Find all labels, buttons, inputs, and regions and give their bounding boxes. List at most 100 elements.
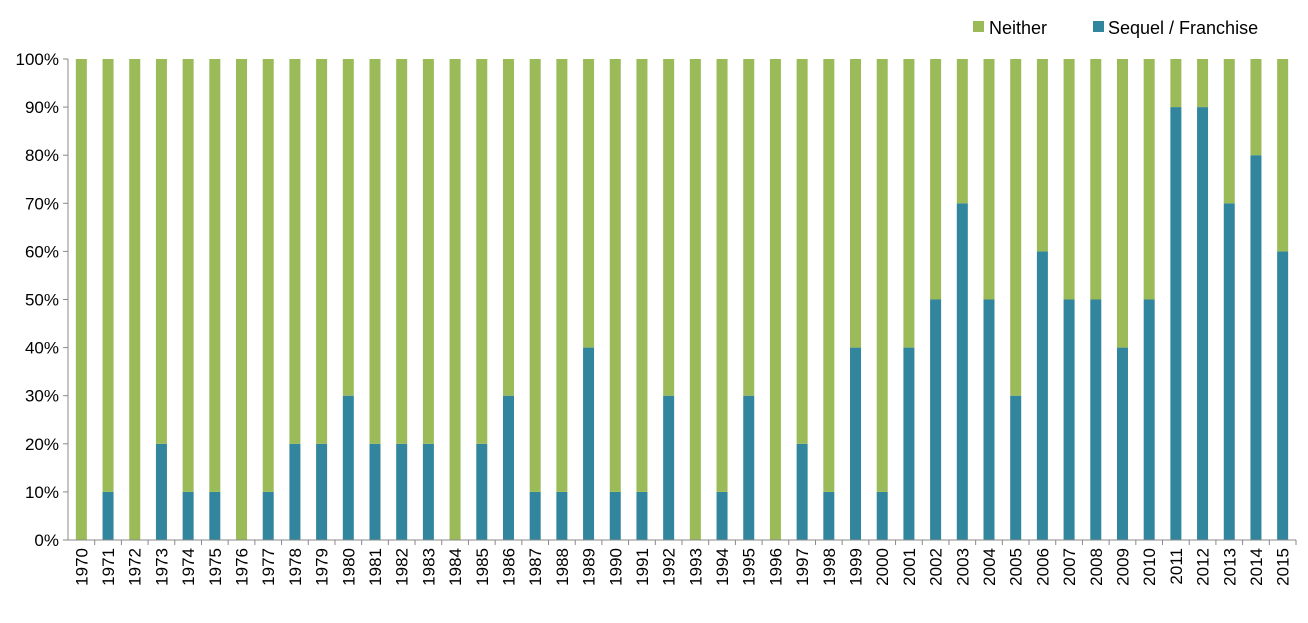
bar-neither-2009 [1116,59,1128,348]
x-tick-label: 1977 [259,548,278,586]
bar-neither-2007 [1063,59,1075,300]
x-tick-label: 1972 [126,548,145,586]
x-tick-label: 2008 [1087,548,1106,586]
bar-sequel-franchise-2013 [1223,203,1235,541]
bar-neither-2008 [1090,59,1102,300]
x-tick-label: 2015 [1274,548,1293,586]
bar-neither-2010 [1143,59,1155,300]
bar-sequel-franchise-1989 [583,347,595,540]
bar-sequel-franchise-1987 [529,491,541,540]
x-tick-label: 1970 [72,548,91,586]
y-tick-label: 10% [25,483,59,502]
x-tick-label: 2014 [1247,548,1266,586]
bar-sequel-franchise-1997 [796,443,808,540]
bar-neither-2004 [983,59,995,300]
bar-sequel-franchise-2014 [1250,155,1262,540]
bar-sequel-franchise-2004 [983,299,995,540]
bar-neither-2003 [956,59,968,204]
x-tick-label: 2005 [1007,548,1026,586]
bar-neither-1975 [209,59,221,492]
x-tick-label: 1997 [793,548,812,586]
y-tick-label: 40% [25,339,59,358]
bar-sequel-franchise-2010 [1143,299,1155,540]
bar-neither-1981 [369,59,381,444]
x-tick-label: 1988 [553,548,572,586]
bar-sequel-franchise-1980 [342,395,354,540]
bar-sequel-franchise-2002 [930,299,942,540]
bar-neither-1986 [502,59,514,396]
y-tick-label: 0% [34,531,59,550]
x-tick-label: 1995 [740,548,759,586]
bar-neither-2000 [876,59,888,492]
y-tick-label: 80% [25,146,59,165]
x-tick-label: 1985 [473,548,492,586]
bar-neither-1984 [449,59,461,540]
bar-sequel-franchise-1977 [262,491,274,540]
bar-sequel-franchise-1992 [663,395,675,540]
bar-sequel-franchise-2015 [1277,251,1289,540]
bar-sequel-franchise-2008 [1090,299,1102,540]
bar-neither-2015 [1277,59,1289,252]
bar-sequel-franchise-1978 [289,443,301,540]
bar-sequel-franchise-1975 [209,491,221,540]
legend-swatch-neither [973,21,984,32]
x-tick-label: 1980 [339,548,358,586]
bar-neither-1985 [476,59,488,444]
bar-neither-1971 [102,59,114,492]
bar-neither-1993 [689,59,701,540]
legend-label-neither: Neither [989,18,1047,38]
x-tick-label: 2002 [927,548,946,586]
bar-neither-1972 [129,59,141,540]
bar-neither-1987 [529,59,541,492]
bar-neither-1998 [823,59,835,492]
bar-sequel-franchise-1995 [743,395,755,540]
x-tick-label: 1999 [847,548,866,586]
bar-sequel-franchise-2000 [876,491,888,540]
bar-sequel-franchise-1982 [396,443,408,540]
bar-sequel-franchise-1971 [102,491,114,540]
x-tick-label: 2000 [873,548,892,586]
bar-neither-1978 [289,59,301,444]
bar-neither-2005 [1010,59,1022,396]
x-tick-label: 1983 [419,548,438,586]
bars [75,59,1289,541]
bar-neither-2002 [930,59,942,300]
bar-neither-1999 [850,59,862,348]
x-tick-label: 2012 [1194,548,1213,586]
bar-sequel-franchise-1979 [316,443,328,540]
bar-sequel-franchise-1983 [422,443,434,540]
bar-neither-2011 [1170,59,1182,108]
bar-neither-1991 [636,59,648,492]
bar-neither-1970 [75,59,87,540]
x-tick-label: 1996 [766,548,785,586]
bar-sequel-franchise-1988 [556,491,568,540]
legend: Neither Sequel / Franchise [973,18,1258,38]
x-tick-label: 2009 [1113,548,1132,586]
y-tick-label: 90% [25,98,59,117]
y-tick-label: 60% [25,242,59,261]
y-tick-label: 20% [25,435,59,454]
bar-neither-2006 [1036,59,1048,252]
x-axis: 1970 1971 1972 1973 1974 1975 1976 1977 1978 1979… [68,539,1297,586]
bar-neither-1977 [262,59,274,492]
bar-sequel-franchise-1981 [369,443,381,540]
x-tick-label: 1987 [526,548,545,586]
bar-sequel-franchise-1974 [182,491,194,540]
bar-neither-1988 [556,59,568,492]
bar-neither-1996 [769,59,781,540]
bar-sequel-franchise-2007 [1063,299,1075,540]
x-tick-label: 2003 [953,548,972,586]
bar-neither-1982 [396,59,408,444]
x-tick-label: 1982 [393,548,412,586]
x-tick-label: 1990 [606,548,625,586]
bar-neither-1995 [743,59,755,396]
bar-sequel-franchise-1986 [502,395,514,540]
x-tick-label: 1973 [152,548,171,586]
bar-neither-1989 [583,59,595,348]
x-tick-label: 1993 [686,548,705,586]
x-tick-label: 1991 [633,548,652,586]
bar-neither-2001 [903,59,915,348]
bar-sequel-franchise-2003 [956,203,968,541]
legend-label-sequel: Sequel / Franchise [1108,18,1258,38]
